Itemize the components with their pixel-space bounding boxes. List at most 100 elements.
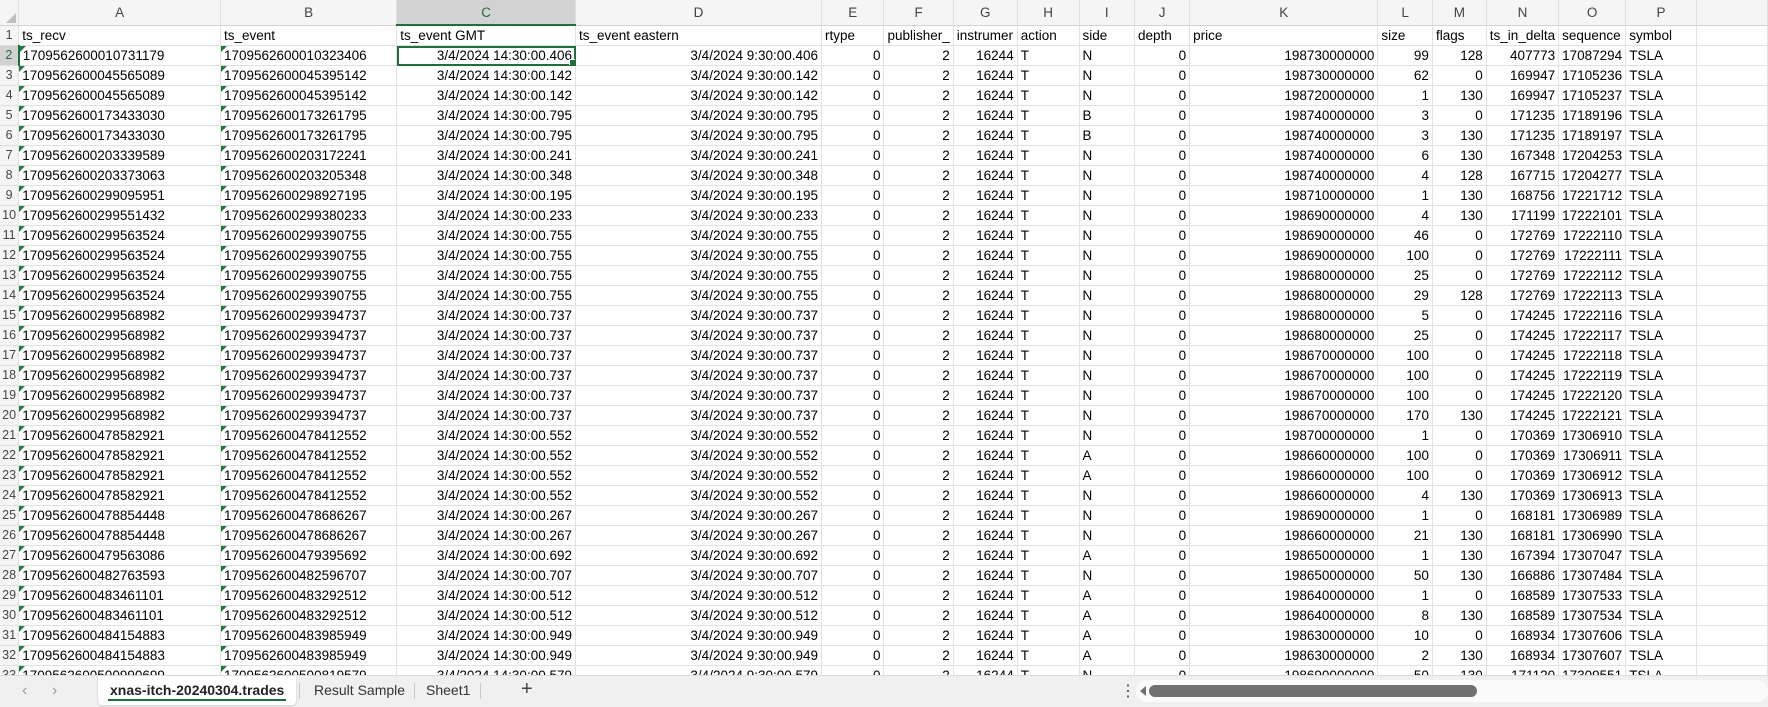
cell[interactable]: 198690000000 [1189, 205, 1379, 226]
cell[interactable]: 1 [1377, 85, 1433, 106]
cell[interactable]: 168181 [1486, 525, 1560, 546]
cell[interactable]: 3/4/2024 9:30:00.512 [575, 605, 823, 626]
cell[interactable]: N [1079, 565, 1136, 586]
cell[interactable] [1696, 605, 1768, 626]
cell[interactable]: TSLA [1625, 125, 1697, 146]
cell[interactable]: 3/4/2024 14:30:00.552 [396, 425, 576, 446]
cell[interactable]: TSLA [1625, 385, 1697, 406]
cell[interactable]: 1709562600045565089 [18, 85, 221, 106]
cell[interactable]: 1709562600010323406 [220, 45, 398, 66]
column-title-cell[interactable]: price [1189, 25, 1379, 46]
cell[interactable]: 198660000000 [1189, 525, 1379, 546]
row-number[interactable]: 26 [0, 525, 20, 546]
cell[interactable]: N [1079, 145, 1136, 166]
cell[interactable]: 1709562600478412552 [220, 425, 398, 446]
cell[interactable]: 3/4/2024 9:30:00.233 [575, 205, 823, 226]
cell[interactable]: 0 [1134, 585, 1191, 606]
cell[interactable]: 198630000000 [1189, 645, 1379, 666]
cell[interactable]: TSLA [1625, 425, 1697, 446]
cell[interactable]: 0 [1134, 65, 1191, 86]
cell[interactable]: 198690000000 [1189, 665, 1379, 675]
column-header-l[interactable]: L [1377, 0, 1433, 26]
column-title-cell[interactable]: depth [1134, 25, 1191, 46]
cell[interactable]: N [1079, 425, 1136, 446]
cell[interactable] [1696, 585, 1768, 606]
cell[interactable]: T [1017, 185, 1080, 206]
cell[interactable]: 174245 [1486, 325, 1560, 346]
cell[interactable]: 16244 [953, 325, 1018, 346]
column-title-cell[interactable]: sequence [1558, 25, 1627, 46]
column-header-p[interactable]: P [1625, 0, 1697, 26]
cell[interactable]: TSLA [1625, 485, 1697, 506]
column-title-cell[interactable]: symbol [1625, 25, 1697, 46]
cell[interactable]: 198680000000 [1189, 305, 1379, 326]
cell[interactable]: 3/4/2024 9:30:00.795 [575, 125, 823, 146]
cell[interactable]: 16244 [953, 285, 1018, 306]
cell[interactable]: 17306913 [1558, 485, 1627, 506]
cell[interactable] [1696, 545, 1768, 566]
column-header-c[interactable]: C [396, 0, 576, 26]
cell[interactable] [1696, 405, 1768, 426]
cell[interactable]: 167348 [1486, 145, 1560, 166]
cell[interactable]: 2 [883, 265, 954, 286]
cell[interactable]: T [1017, 85, 1080, 106]
cell[interactable]: 0 [1432, 465, 1487, 486]
cell[interactable]: 198680000000 [1189, 265, 1379, 286]
cell[interactable]: 1709562600299390755 [220, 245, 398, 266]
cell[interactable]: 3/4/2024 14:30:00.579 [396, 665, 576, 675]
cell[interactable]: 0 [821, 265, 885, 286]
cell[interactable]: 29 [1377, 285, 1433, 306]
cell[interactable]: 46 [1377, 225, 1433, 246]
cell[interactable]: 17222117 [1558, 325, 1627, 346]
cell[interactable]: 0 [821, 225, 885, 246]
cell[interactable]: 2 [883, 165, 954, 186]
cell[interactable]: N [1079, 505, 1136, 526]
cell[interactable]: 17222119 [1558, 365, 1627, 386]
cell[interactable]: 17306911 [1558, 445, 1627, 466]
cell[interactable]: 198640000000 [1189, 585, 1379, 606]
cell[interactable]: 3/4/2024 9:30:00.241 [575, 145, 823, 166]
cell[interactable]: 1 [1377, 585, 1433, 606]
cell[interactable] [1696, 485, 1768, 506]
cell[interactable]: 167394 [1486, 545, 1560, 566]
cell[interactable]: 170369 [1486, 485, 1560, 506]
cell[interactable]: 0 [1134, 545, 1191, 566]
cell[interactable]: 3/4/2024 14:30:00.552 [396, 445, 576, 466]
cell[interactable]: T [1017, 165, 1080, 186]
cell[interactable] [1696, 505, 1768, 526]
cell[interactable]: 17222113 [1558, 285, 1627, 306]
cell[interactable]: 0 [1134, 305, 1191, 326]
cell[interactable]: 198690000000 [1189, 245, 1379, 266]
cell[interactable]: 3/4/2024 9:30:00.737 [575, 365, 823, 386]
column-title-cell[interactable]: ts_event eastern [575, 25, 823, 46]
cell[interactable]: T [1017, 285, 1080, 306]
cell[interactable]: 1709562600299095951 [18, 185, 221, 206]
cell[interactable]: 1709562600483292512 [220, 605, 398, 626]
cell[interactable]: 3/4/2024 14:30:00.241 [396, 145, 576, 166]
cell[interactable]: 2 [883, 45, 954, 66]
next-sheet-button[interactable]: › [52, 682, 58, 699]
cell[interactable]: 16244 [953, 425, 1018, 446]
cell[interactable]: 1709562600478582921 [18, 425, 221, 446]
cell[interactable]: 1709562600299568982 [18, 405, 221, 426]
cell[interactable]: 3/4/2024 14:30:00.142 [396, 65, 576, 86]
cell[interactable]: 3/4/2024 14:30:00.512 [396, 585, 576, 606]
cell[interactable]: 1709562600299568982 [18, 305, 221, 326]
column-title-cell[interactable]: ts_recv [18, 25, 221, 46]
cell[interactable] [1696, 285, 1768, 306]
cell[interactable]: 3/4/2024 9:30:00.737 [575, 405, 823, 426]
cell[interactable]: 0 [821, 385, 885, 406]
cell[interactable]: 1709562600482596707 [220, 565, 398, 586]
cell[interactable]: T [1017, 605, 1080, 626]
cell[interactable]: 0 [1432, 425, 1487, 446]
cell[interactable]: 17307047 [1558, 545, 1627, 566]
cell[interactable] [1696, 345, 1768, 366]
cell[interactable]: 16244 [953, 45, 1018, 66]
cell[interactable] [1696, 65, 1768, 86]
cell[interactable]: 1709562600482763593 [18, 565, 221, 586]
cell[interactable]: 0 [1134, 485, 1191, 506]
cell[interactable]: A [1079, 445, 1136, 466]
cell[interactable]: 1709562600500990699 [18, 665, 221, 675]
cell[interactable]: 1709562600478854448 [18, 505, 221, 526]
row-number[interactable]: 16 [0, 325, 20, 346]
